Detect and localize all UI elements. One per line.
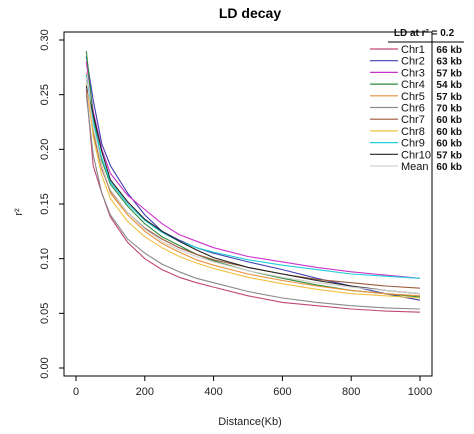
legend-ld-value: 60 kb [436,139,462,150]
series-line-chr5 [85,72,421,297]
legend-ld-value: 60 kb [436,115,462,126]
series-line-mean [85,77,421,295]
series-line-chr2 [85,56,421,301]
legend-ld-value: 66 kb [436,45,462,56]
series-line-chr8 [85,83,421,299]
legend-header: LD at r² = 0.2 [394,28,455,39]
y-tick-label: 0.10 [39,248,51,269]
legend-series-name: Chr9 [401,138,425,150]
series-line-chr10 [85,85,421,295]
legend-ld-value: 54 kb [436,80,462,91]
y-tick-label: 0.05 [39,303,51,324]
x-tick-label: 0 [73,386,79,398]
y-axis-label: r² [13,208,25,216]
legend-series-name: Chr7 [401,114,425,126]
legend: LD at r² = 0.2 Chr1 66 kb Chr2 63 kb Chr3 57 k… [370,28,464,173]
x-axis-label: Distance(Kb) [218,416,282,428]
axes: 0 200 400 600 800 1000 0.00 0.05 0.10 0.15 0.20 0.2… [39,29,433,398]
chart-title: LD decay [219,5,281,21]
legend-series-name: Chr6 [401,103,425,115]
legend-ld-value: 63 kb [436,57,462,68]
legend-series-name: Chr10 [401,149,431,161]
legend-series-name: Chr4 [401,79,425,91]
y-tick-label: 0.20 [39,139,51,160]
legend-series-name: Mean [401,161,429,173]
series-line-chr3 [85,61,421,279]
y-tick-label: 0.25 [39,84,51,105]
legend-ld-value: 57 kb [436,68,462,79]
series-layer [85,50,421,313]
legend-series-name: Chr8 [401,126,425,138]
y-tick-label: 0.00 [39,357,51,378]
legend-ld-value: 60 kb [436,127,462,138]
x-tick-label: 600 [273,386,291,398]
legend-series-name: Chr1 [401,44,425,56]
legend-series-name: Chr5 [401,91,425,103]
legend-series-name: Chr2 [401,56,425,68]
series-line-chr7 [85,78,421,289]
x-tick-label: 800 [342,386,360,398]
x-tick-label: 1000 [408,386,432,398]
x-tick-label: 200 [136,386,154,398]
x-tick-label: 400 [204,386,222,398]
y-tick-label: 0.30 [39,29,51,50]
legend-ld-value: 70 kb [436,104,462,115]
series-line-chr6 [85,94,421,310]
legend-ld-value: 60 kb [436,162,462,173]
series-line-chr9 [85,74,421,279]
legend-series-name: Chr3 [401,67,425,79]
series-line-chr4 [85,50,421,298]
legend-ld-value: 57 kb [436,92,462,103]
y-tick-label: 0.15 [39,193,51,214]
legend-ld-value: 57 kb [436,150,462,161]
